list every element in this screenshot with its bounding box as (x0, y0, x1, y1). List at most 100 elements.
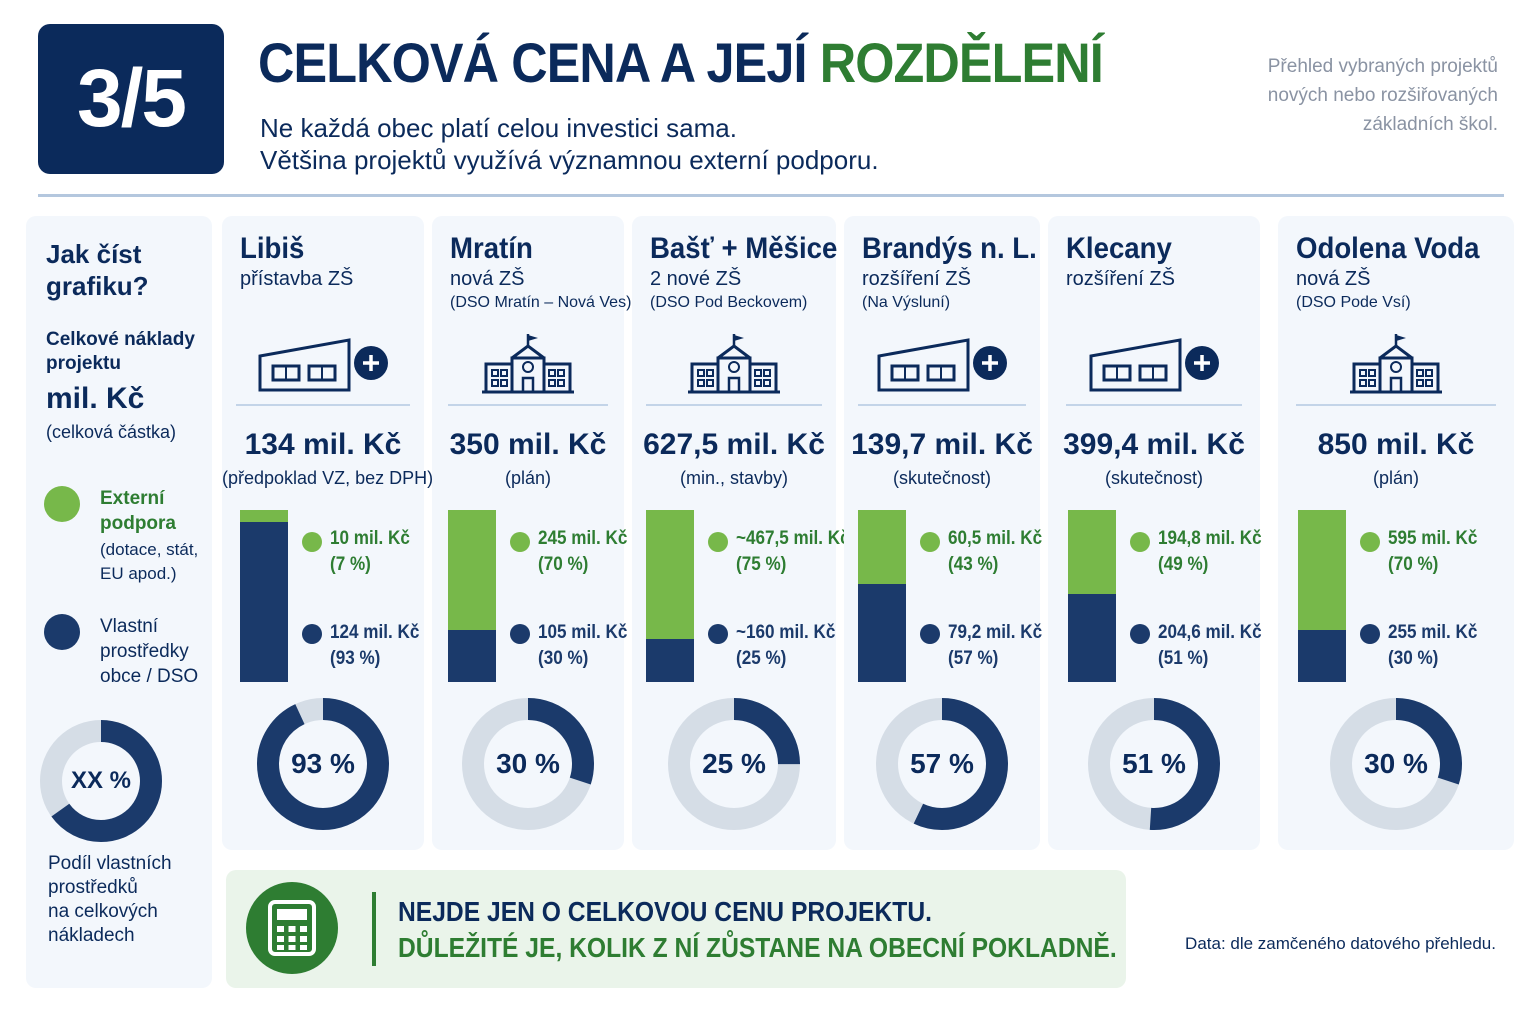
school-building-icon (688, 334, 780, 399)
own-share-donut (1088, 698, 1220, 830)
legend-external-line-2: podpora (100, 513, 176, 534)
donut-label: 30 % (1364, 748, 1428, 779)
project-total: 139,7 mil. Kč (851, 428, 1033, 461)
donut-arc (668, 698, 800, 830)
own-percent: (51 %) (1158, 648, 1209, 669)
project-basis: (plán) (504, 468, 552, 488)
building-extension-icon (257, 334, 389, 399)
own-dot (920, 624, 940, 644)
own-share-donut (876, 698, 1008, 830)
bar-segment-own (1068, 594, 1116, 682)
column-rule (448, 404, 608, 406)
project-basis: (předpoklad VZ, bez DPH) (222, 468, 434, 488)
legend-unit: mil. Kč (46, 382, 145, 415)
bar-segment-external (858, 510, 906, 584)
title-accent: ROZDĚLENÍ (819, 31, 1104, 94)
external-value: 194,8 mil. Kč (49 %) (1158, 526, 1262, 578)
project-dso: (DSO Pod Beckovem) (650, 294, 808, 311)
donut-label: 30 % (496, 748, 560, 779)
own-percent: (25 %) (736, 648, 787, 669)
bar-segment-external (240, 510, 288, 522)
external-amount: 245 mil. Kč (538, 528, 628, 549)
own-share-donut (1330, 698, 1462, 830)
external-dot (1360, 532, 1380, 552)
column-rule (1296, 404, 1496, 406)
data-source: Data: dle zamčeného datového přehledu. (1185, 934, 1496, 953)
project-dso: (Na Výsluní) (862, 294, 951, 311)
project-total: 350 mil. Kč (449, 428, 607, 461)
bar-segment-external (646, 510, 694, 639)
external-dot (1130, 532, 1150, 552)
external-percent: (43 %) (948, 554, 999, 575)
donut-arc (1330, 698, 1462, 830)
bar-segment-external (1298, 510, 1346, 630)
calculator-icon (246, 882, 338, 974)
school-building-icon (482, 334, 574, 399)
own-amount: 204,6 mil. Kč (1158, 622, 1262, 643)
project-type: 2 nové ZŠ (650, 268, 742, 290)
own-value: 79,2 mil. Kč (57 %) (948, 620, 1042, 672)
callout-line-2: DŮLEŽITÉ JE, KOLIK Z NÍ ZŮSTANE NA OBECN… (398, 932, 1117, 963)
column-rule (236, 404, 410, 406)
external-percent: (49 %) (1158, 554, 1209, 575)
own-value: 124 mil. Kč (93 %) (330, 620, 419, 672)
own-percent: (57 %) (948, 648, 999, 669)
project-name: Bašť + Měšice (650, 232, 838, 265)
project-total: 627,5 mil. Kč (643, 428, 825, 461)
project-total: 134 mil. Kč (244, 428, 402, 461)
own-value: 204,6 mil. Kč (51 %) (1158, 620, 1262, 672)
own-dot (302, 624, 322, 644)
stacked-bar (1298, 510, 1346, 682)
own-percent: (30 %) (1388, 648, 1439, 669)
own-value: 255 mil. Kč (30 %) (1388, 620, 1477, 672)
legend-panel: Jak číst grafiku? Celkové náklady projek… (26, 216, 212, 988)
donut-arc (876, 698, 1008, 830)
own-dot (708, 624, 728, 644)
donut-label: 57 % (910, 748, 974, 779)
subtitle-line-1: Ne každá obec platí celou investici sama… (260, 113, 737, 143)
legend-question-line-1: Jak číst (46, 239, 142, 269)
donut-arc (257, 698, 389, 830)
legend-cost-line-1: Celkové náklady (46, 329, 195, 350)
external-dot (920, 532, 940, 552)
page-title: CELKOVÁ CENA A JEJÍ ROZDĚLENÍ (258, 30, 1104, 95)
legend-own-label: Vlastní prostředky obce / DSO (100, 614, 198, 689)
subtitle: Ne každá obec platí celou investici sama… (260, 112, 879, 176)
own-dot (510, 624, 530, 644)
legend-cost-label: Celkové náklady projektu (46, 328, 195, 376)
legend-external-note-line-1: (dotace, stát, (100, 540, 199, 559)
stacked-bar (448, 510, 496, 682)
legend-external-dot (44, 486, 80, 522)
project-type: rozšíření ZŠ (1066, 268, 1175, 290)
external-amount: ~467,5 mil. Kč (736, 528, 850, 549)
project-basis: (min., stavby) (679, 468, 789, 488)
project-basis: (skutečnost) (1104, 468, 1204, 488)
legend-question-line-2: grafiku? (46, 271, 149, 301)
project-column: Klecany rozšíření ZŠ 399,4 mil. Kč (skutečn… (1048, 216, 1262, 850)
column-rule (858, 404, 1026, 406)
own-share-donut (462, 698, 594, 830)
external-value: 245 mil. Kč (70 %) (538, 526, 627, 578)
legend-share-line-1: Podíl vlastních (48, 853, 172, 874)
building-extension-icon (876, 334, 1008, 399)
donut-arc (1088, 698, 1220, 830)
legend-cost-line-2: projektu (46, 353, 121, 374)
external-amount: 60,5 mil. Kč (948, 528, 1043, 549)
school-building-icon (1350, 334, 1442, 399)
donut-arc (462, 698, 594, 830)
external-amount: 10 mil. Kč (330, 528, 410, 549)
external-value: 595 mil. Kč (70 %) (1388, 526, 1477, 578)
bar-segment-own (858, 584, 906, 682)
legend-unit-note: (celková částka) (46, 422, 177, 442)
bar-segment-own (240, 522, 288, 682)
bottom-callout: NEJDE JEN O CELKOVOU CENU PROJEKTU. DŮLE… (226, 870, 1126, 988)
external-amount: 194,8 mil. Kč (1158, 528, 1262, 549)
donut-label: 93 % (291, 748, 355, 779)
callout-divider (372, 892, 376, 966)
project-name: Mratín (450, 232, 533, 265)
own-dot (1130, 624, 1150, 644)
legend-own-line-3: obce / DSO (100, 666, 199, 687)
legend-external-note-line-2: EU apod.) (100, 564, 177, 583)
external-percent: (70 %) (538, 554, 589, 575)
sidenote-line-3: základních škol. (1362, 114, 1498, 135)
